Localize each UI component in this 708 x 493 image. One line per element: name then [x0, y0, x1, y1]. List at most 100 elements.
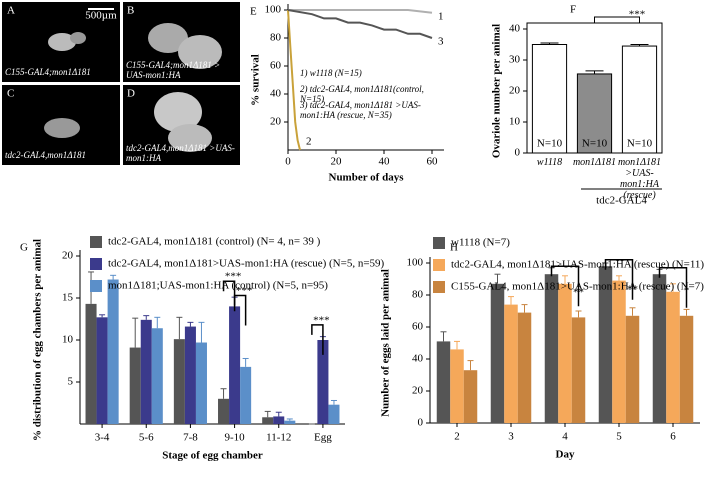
x-tick-label: 3-4	[95, 432, 110, 444]
image-panels: 500µm A B C D	[2, 2, 240, 165]
bar	[558, 283, 572, 423]
bar	[463, 370, 478, 423]
line-label: 3	[438, 36, 444, 48]
y-axis-title: % distribution of egg chambers per anima…	[32, 239, 44, 441]
survival-line	[287, 9, 433, 39]
n-label: N=10	[537, 138, 563, 150]
bar	[436, 341, 451, 423]
bar	[612, 280, 626, 423]
y-tick-label: 40	[509, 23, 521, 35]
x-tick-label: 40	[379, 156, 391, 168]
caption: C155-GAL4;mon1Δ181 > UAS-mon1:HA	[126, 60, 221, 80]
bar	[240, 366, 252, 424]
y-tick-label: 5	[68, 376, 74, 388]
y-tick-label: 100	[407, 257, 424, 269]
significance: **	[627, 283, 638, 295]
panel-label: D	[127, 88, 135, 100]
bar	[621, 45, 658, 154]
significance-bracket	[658, 267, 688, 308]
ovary	[148, 23, 188, 53]
caption: tdc2-GAL4,mon1Δ181 >UAS-mon1:HA	[126, 143, 235, 163]
y-tick-label: 80	[270, 32, 282, 44]
bar	[576, 73, 613, 154]
x-tick-label: 5-6	[139, 432, 154, 444]
significance: ***	[313, 314, 330, 326]
bar	[262, 417, 274, 424]
ovary	[178, 35, 222, 69]
ovary	[44, 118, 80, 138]
y-axis-title: Ovariole number per animal	[491, 24, 503, 158]
bar	[229, 306, 241, 424]
panel-label: H	[450, 242, 458, 254]
bar	[679, 315, 694, 423]
legend-entry: tdc2-GAL4, mon1Δ181>UAS-mon1:HA (rescue)…	[108, 258, 385, 270]
y-tick-label: 15	[62, 292, 74, 304]
x-axis-title: Stage of egg chamber	[162, 450, 263, 462]
panel-label: E	[250, 6, 257, 18]
y-tick-label: 30	[509, 54, 521, 66]
legend-swatch	[433, 237, 445, 249]
y-tick-label: 20	[62, 250, 74, 262]
line-label: 2	[306, 136, 312, 148]
y-tick-label: 10	[62, 334, 74, 346]
x-axis-title: Number of days	[329, 172, 405, 184]
x-tick-label: Egg	[314, 432, 332, 444]
significance-bracket	[594, 16, 640, 23]
y-tick-label: 0	[418, 417, 424, 429]
legend-swatch	[433, 259, 445, 271]
significance-bracket	[233, 294, 247, 326]
y-tick-label: 20	[270, 116, 282, 128]
bar	[218, 398, 230, 424]
y-tick-label: 40	[270, 88, 282, 100]
legend-swatch	[90, 258, 102, 270]
x-tick-label: 20	[331, 156, 343, 168]
bar	[129, 347, 141, 424]
survival-line	[288, 9, 433, 14]
y-tick-label: 20	[509, 85, 521, 97]
n-label: N=10	[582, 138, 608, 150]
bar	[151, 328, 163, 424]
legend-swatch	[433, 281, 445, 293]
y-tick-label: 60	[270, 60, 282, 72]
bar	[273, 416, 285, 424]
significance: *	[684, 285, 690, 297]
legend-entry: tdc2-GAL4, mon1Δ181>UAS-mon1:HA (rescue)…	[451, 259, 704, 271]
legend-entry: 3) tdc2-GAL4, mon1Δ181 >UAS-mon1:HA (res…	[300, 100, 421, 120]
y-axis-title: % survival	[250, 54, 262, 106]
x-tick-label: 2	[454, 431, 460, 443]
x-tick-label: 5	[616, 431, 622, 443]
y-tick-label: 40	[412, 353, 424, 365]
significance: ***	[629, 9, 646, 21]
y-tick-label: 10	[509, 116, 521, 128]
ovary	[70, 32, 86, 44]
y-tick-label: 100	[265, 4, 282, 16]
x-tick-label: 7-8	[183, 432, 198, 444]
y-tick-label: 60	[412, 321, 424, 333]
bar	[531, 44, 568, 154]
bar	[328, 404, 340, 424]
legend-entry: mon1Δ181;UAS-mon1:HA (control) (N=5, n=9…	[108, 280, 328, 292]
legend-entry: 2) tdc2-GAL4, mon1Δ181(control, N=15)	[300, 84, 424, 104]
scale-label: 500µm	[85, 10, 117, 22]
x-tick-label: 4	[562, 431, 568, 443]
bar	[504, 304, 518, 423]
panel-label: B	[127, 5, 134, 17]
bar	[490, 283, 505, 423]
x-tick-label: mon1Δ181 >UAS-mon1:HA (rescue)	[617, 157, 662, 201]
significance-bracket	[550, 265, 580, 307]
bar	[571, 317, 586, 423]
bar	[284, 420, 296, 424]
ovary	[48, 33, 76, 51]
significance: **	[573, 287, 584, 299]
caption: tdc2-GAL4,mon1Δ181	[5, 150, 87, 160]
bar	[107, 279, 119, 424]
x-tick-label: 3	[508, 431, 514, 443]
x-tick-label: 0	[285, 156, 291, 168]
y-tick-label: 0	[515, 147, 521, 159]
bar	[544, 274, 559, 423]
legend-entry: w1118 (N=7)	[451, 237, 510, 249]
y-tick-label: 80	[412, 289, 424, 301]
ovary	[168, 124, 212, 152]
